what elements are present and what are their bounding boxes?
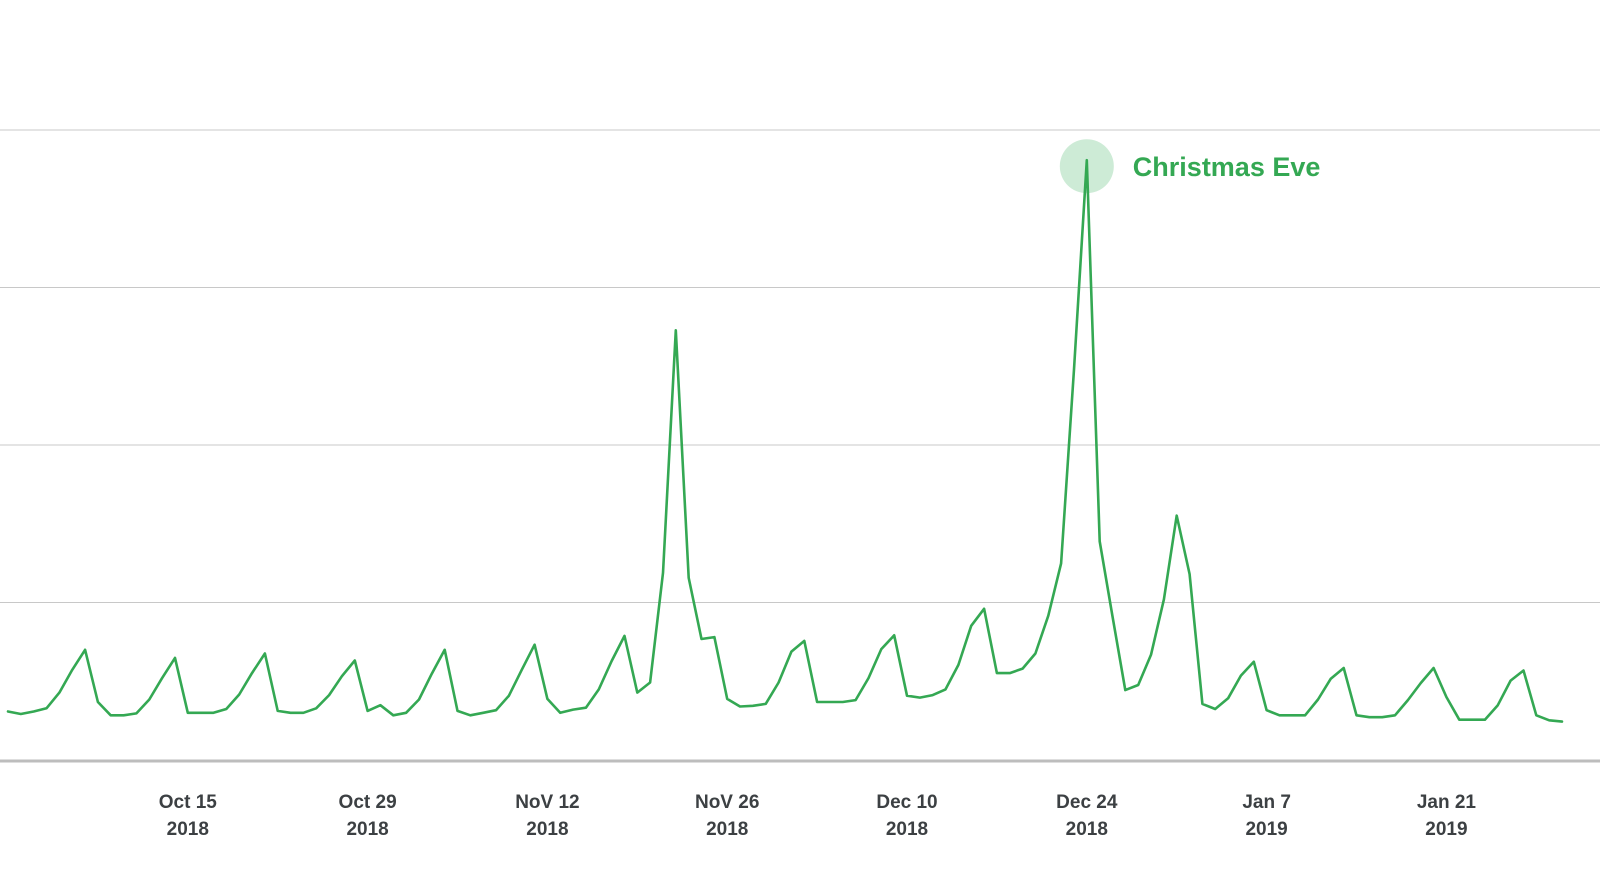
x-tick-year: 2018 xyxy=(886,819,928,840)
series-line xyxy=(6,158,1564,723)
series-layer xyxy=(6,158,1564,723)
x-tick-year: 2018 xyxy=(346,819,388,840)
x-tick-year: 2018 xyxy=(1066,819,1108,840)
x-tick-label: NoV 26 xyxy=(695,792,759,813)
x-tick-label: Dec 24 xyxy=(1056,792,1118,813)
x-tick-year: 2019 xyxy=(1245,819,1287,840)
gridlines xyxy=(0,129,1600,763)
annotation-label: Christmas Eve xyxy=(1133,152,1321,182)
x-tick-label: Oct 29 xyxy=(339,792,397,813)
x-tick-label: Dec 10 xyxy=(876,792,937,813)
x-tick-year: 2018 xyxy=(706,819,748,840)
x-tick-year: 2019 xyxy=(1425,819,1467,840)
annotation-layer: Christmas Eve xyxy=(1059,139,1321,194)
x-tick-label: Oct 15 xyxy=(159,792,218,813)
x-tick-year: 2018 xyxy=(526,819,568,840)
x-tick-label: NoV 12 xyxy=(515,792,579,813)
x-tick-year: 2018 xyxy=(167,819,209,840)
x-tick-label: Jan 7 xyxy=(1242,792,1291,813)
x-tick-label: Jan 21 xyxy=(1417,792,1477,813)
x-axis: Oct 15 2018 Oct 29 2018 NoV 12 2018 NoV 26 2018… xyxy=(159,792,1477,840)
